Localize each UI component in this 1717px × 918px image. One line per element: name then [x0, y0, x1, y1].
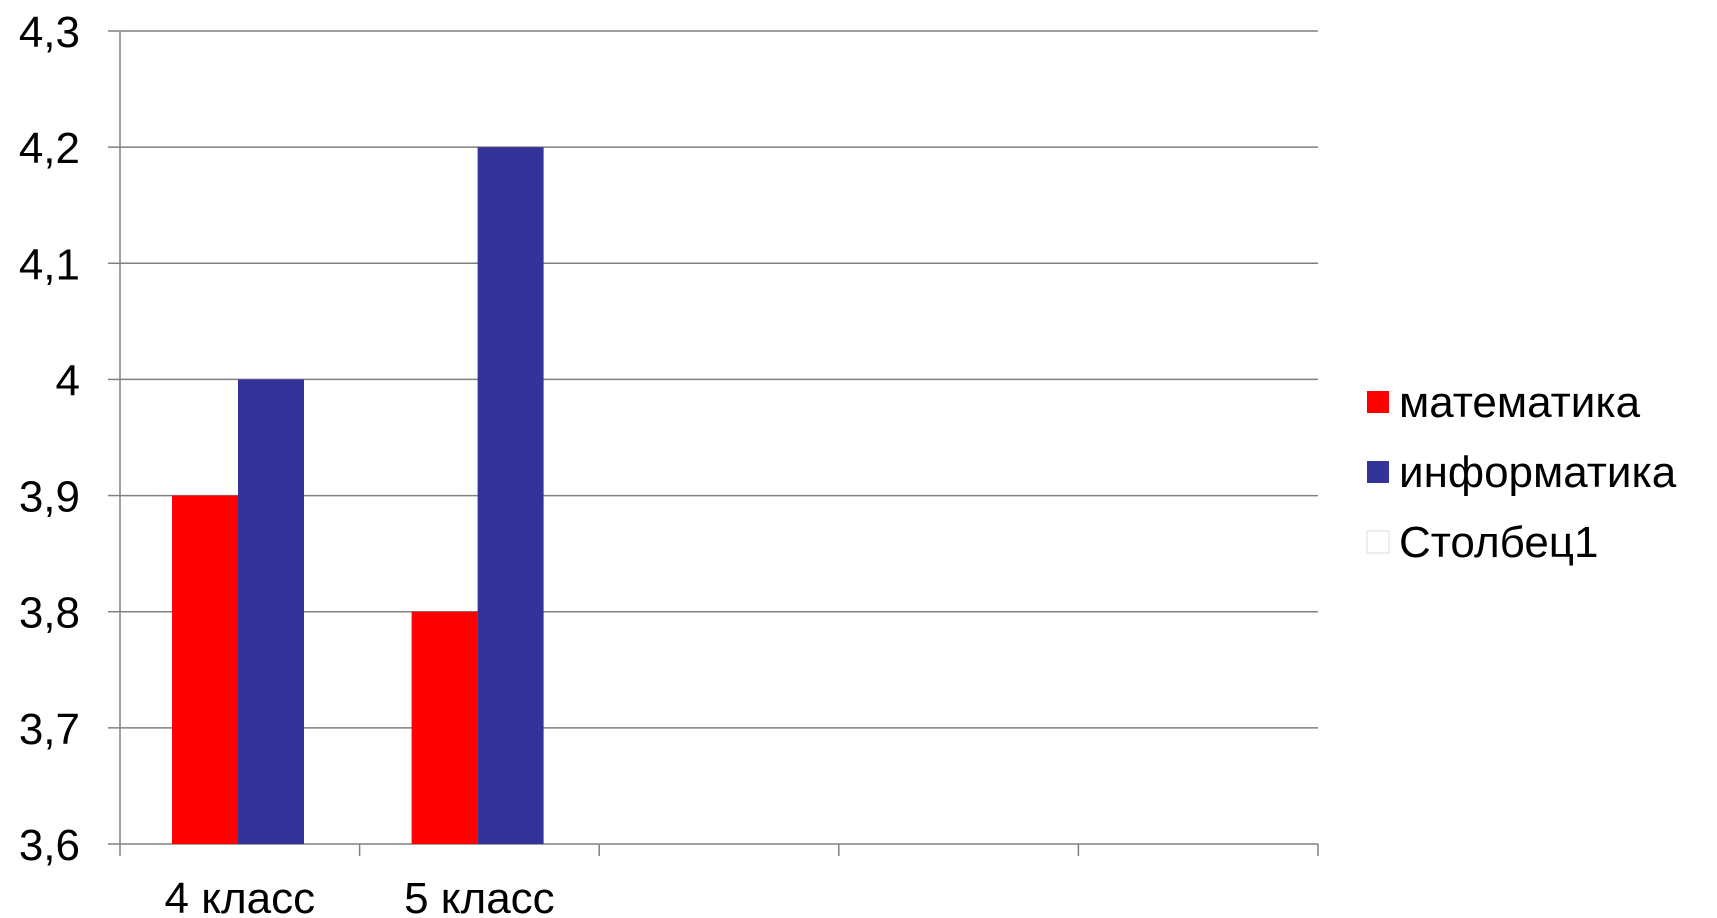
- y-tick-label: 4,1: [19, 240, 80, 289]
- y-tick-label: 3,9: [19, 473, 80, 522]
- legend-swatch: [1367, 391, 1389, 413]
- bar: [411, 611, 478, 844]
- y-tick-label: 4,2: [19, 124, 80, 173]
- legend-swatch: [1367, 461, 1389, 483]
- bar: [238, 379, 304, 844]
- y-tick-labels: 3,6 3,7 3,8 3,9 4 4,1 4,2 4,3: [19, 8, 80, 870]
- bars: [172, 147, 544, 845]
- legend-label: Столбец1: [1399, 518, 1598, 567]
- x-tick-label: 4 класс: [165, 874, 316, 918]
- x-tick-label: 5 класс: [404, 874, 555, 918]
- bar: [172, 495, 238, 844]
- x-tick-labels: 4 класс 5 класс: [165, 874, 555, 918]
- legend-label: математика: [1399, 378, 1641, 427]
- legend-label: информатика: [1399, 448, 1677, 497]
- legend: математика информатика Столбец1: [1366, 378, 1677, 567]
- y-tick-label: 4,3: [19, 8, 80, 57]
- bar: [477, 147, 544, 845]
- y-tick-label: 4: [56, 356, 80, 405]
- axes: [108, 30, 1319, 856]
- y-tick-label: 3,8: [19, 589, 80, 638]
- legend-swatch: [1366, 530, 1390, 554]
- y-tick-label: 3,7: [19, 705, 80, 754]
- y-tick-label: 3,6: [19, 821, 80, 870]
- gridlines: [120, 30, 1318, 729]
